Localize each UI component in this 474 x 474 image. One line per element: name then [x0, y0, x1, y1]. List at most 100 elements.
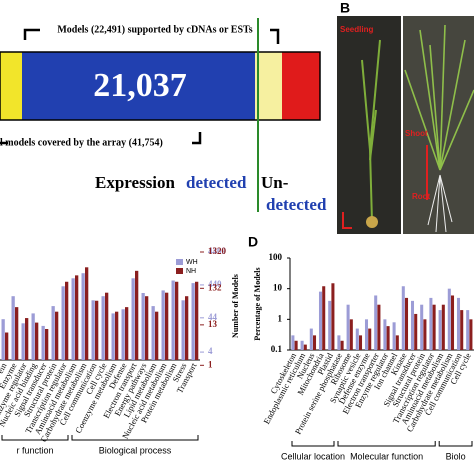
- bottom-bracket: [0, 132, 202, 145]
- legend-swatch: [176, 259, 183, 265]
- bar: [65, 281, 69, 360]
- bar: [456, 297, 461, 350]
- bar: [355, 328, 359, 350]
- bar: [349, 319, 353, 350]
- y-tick-label: 4409: [208, 246, 227, 256]
- bar: [294, 340, 298, 350]
- bar: [401, 286, 405, 350]
- bar: [75, 275, 79, 360]
- y-tick-label: 44: [208, 312, 218, 322]
- bar: [195, 281, 199, 360]
- bar: [85, 267, 89, 360]
- bar: [185, 296, 189, 360]
- seedling-label: Seedling: [340, 25, 373, 34]
- top-label: Models (22,491) supported by cDNAs or ES…: [57, 24, 252, 35]
- bar-segment: [255, 52, 282, 120]
- bar: [410, 300, 415, 350]
- bar: [300, 340, 304, 350]
- bar: [55, 311, 59, 360]
- group-label: Cellular location: [281, 451, 345, 461]
- bar: [359, 335, 363, 350]
- bar: [45, 328, 49, 360]
- y-tick-label: 4: [208, 346, 213, 356]
- detected: detected: [186, 173, 247, 192]
- bar: [303, 344, 307, 350]
- bar: [95, 300, 99, 360]
- y-tick-label: 0.1: [271, 344, 283, 354]
- bar: [420, 304, 424, 350]
- y-tick-label: 440: [208, 279, 222, 289]
- bar: [115, 311, 119, 360]
- bar: [364, 319, 369, 350]
- legend-label: WH: [186, 259, 198, 266]
- x-tick-label: ein: [0, 361, 9, 376]
- bar: [141, 293, 145, 360]
- shoot-label: Shoot: [405, 129, 428, 138]
- bar: [71, 278, 75, 360]
- bar: [151, 306, 155, 360]
- bar: [374, 295, 378, 350]
- bar: [438, 310, 442, 350]
- group-bracket: [291, 441, 335, 447]
- bar: [181, 300, 185, 360]
- bar: [469, 319, 473, 350]
- y-axis-label: Percentage of Models: [253, 267, 262, 340]
- bar: [31, 313, 35, 360]
- bar: [340, 340, 344, 350]
- bar-outline: [0, 51, 321, 121]
- bar: [466, 310, 470, 350]
- bar: [41, 325, 45, 360]
- bar: [309, 328, 313, 350]
- bar: [1, 319, 5, 360]
- bar: [101, 296, 105, 360]
- panel-label: D: [248, 234, 258, 250]
- y-axis-label: Number of Models: [231, 274, 240, 338]
- bar: [414, 313, 418, 350]
- bar-segment: [22, 52, 255, 120]
- bar: [313, 335, 317, 350]
- bar: [35, 322, 39, 360]
- y-tick-label: 10: [273, 283, 283, 293]
- bar: [5, 332, 9, 360]
- bar: [386, 326, 390, 350]
- y-tick-label: 1: [278, 313, 283, 323]
- bar: [21, 323, 25, 360]
- bar: [383, 319, 387, 350]
- y-tick-label: 132: [208, 282, 222, 292]
- bar: [145, 296, 149, 360]
- bar: [121, 309, 125, 360]
- bar: [395, 335, 399, 350]
- legend-label: NH: [186, 268, 196, 275]
- y-tick-label: 13: [208, 319, 218, 329]
- bar: [131, 278, 135, 360]
- bar-segment: [282, 52, 320, 120]
- bar: [441, 304, 445, 350]
- undetected: detected: [266, 195, 327, 214]
- bar: [25, 318, 29, 360]
- bar: [331, 283, 335, 350]
- expression: Expression: [95, 173, 176, 192]
- group-bracket: [438, 441, 473, 447]
- y-tick-label: 1: [208, 359, 213, 369]
- bar: [125, 307, 129, 360]
- y-tick-label: 100: [269, 252, 283, 262]
- group-bracket: [337, 441, 436, 447]
- bar: [368, 328, 372, 350]
- root-label: Root: [412, 192, 431, 201]
- bar-value: 21,037: [93, 67, 187, 104]
- bar: [11, 296, 15, 360]
- bar: [392, 322, 396, 350]
- legend-swatch: [176, 268, 183, 274]
- bar: [161, 290, 165, 360]
- bar: [175, 281, 179, 360]
- bottom-label: l models covered by the array (41,754): [0, 137, 163, 148]
- bar-segment: [0, 52, 22, 120]
- group-label: Molecular function: [350, 451, 423, 461]
- bar: [91, 300, 95, 360]
- bar: [328, 300, 332, 350]
- bar: [429, 297, 433, 350]
- group-label: Biolo: [446, 451, 466, 461]
- bar: [171, 280, 175, 360]
